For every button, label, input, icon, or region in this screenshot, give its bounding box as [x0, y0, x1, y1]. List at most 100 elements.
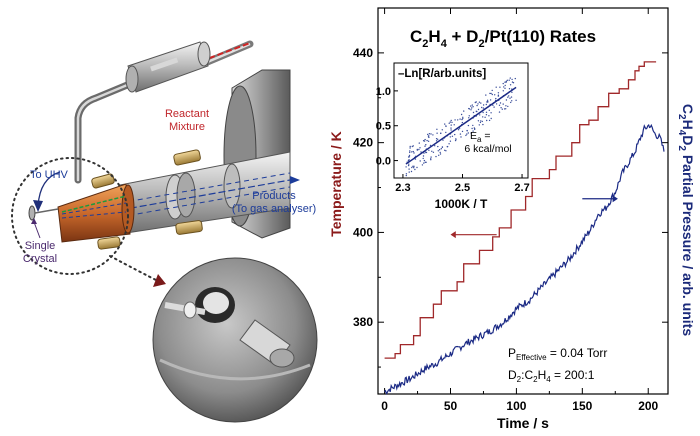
inset-scatter-point: [463, 110, 465, 112]
products-label: Products (To gas analyser): [231, 190, 317, 215]
y-tick-label: 420: [353, 136, 373, 150]
magnify-arrow: [109, 255, 166, 287]
inset-scatter-point: [437, 138, 439, 140]
inset-scatter-point: [454, 139, 457, 142]
inset-scatter-point: [445, 125, 447, 127]
annotation-pressure-part: Effective: [516, 353, 547, 362]
inset-scatter-point: [435, 155, 437, 158]
inset-scatter-point: [409, 147, 411, 149]
inset-scatter-point: [454, 133, 456, 136]
inset-scatter-point: [488, 109, 490, 112]
brass-clamps: [91, 149, 203, 250]
inset-scatter-point: [423, 140, 426, 142]
inset-scatter-point: [472, 106, 474, 108]
reactant-label: Reactant Mixture: [164, 108, 210, 133]
inset-scatter-point: [436, 132, 438, 134]
inset-scatter-point: [416, 166, 418, 169]
inset-scatter-point: [471, 127, 473, 130]
inset-x-tick-label: 2.3: [395, 182, 410, 194]
inset-scatter-point: [450, 119, 452, 122]
inset-scatter-point: [470, 132, 472, 134]
inset-scatter-point: [510, 96, 513, 98]
inset-y-tick-label: 0.0: [376, 156, 391, 168]
inset-scatter-point: [504, 87, 506, 90]
chart-title: C2H4 + D2/Pt(110) Rates: [410, 27, 596, 50]
inset-scatter-point: [450, 127, 452, 129]
inset-scatter-point: [498, 104, 501, 107]
inset-scatter-point: [466, 133, 468, 135]
inset-scatter-point: [509, 97, 511, 99]
pressure-arrowhead: [612, 195, 618, 203]
inset-scatter-point: [432, 151, 435, 153]
inset-scatter-point: [435, 138, 438, 140]
inset-scatter-point: [505, 81, 507, 83]
inset-scatter-point: [449, 140, 452, 142]
inset-scatter-point: [408, 163, 410, 165]
y-tick-label: 380: [353, 315, 373, 329]
inset-scatter-point: [490, 92, 492, 95]
inset-scatter-point: [477, 108, 480, 111]
uhv-arrow: [33, 171, 61, 212]
inset-scatter-point: [474, 128, 476, 131]
inset-fit-line: [405, 86, 517, 165]
inset-scatter-point: [423, 162, 425, 164]
inset-scatter-point: [492, 104, 494, 107]
inset-scatter-point: [410, 170, 413, 173]
inset-scatter-point: [409, 150, 411, 152]
inset-scatter-point: [511, 100, 513, 102]
inset-activation-energy-label: Ea =: [470, 130, 491, 144]
inset-scatter-point: [461, 121, 464, 124]
inset-scatter-point: [511, 91, 513, 94]
inset-y-tick-label: 1.0: [376, 86, 391, 98]
inset-scatter-point: [423, 152, 425, 154]
inset-scatter-point: [446, 146, 448, 148]
inset-scatter-point: [511, 81, 514, 83]
chart-title-part: 2: [422, 38, 428, 50]
inset-scatter-point: [405, 166, 407, 168]
inset-scatter-point: [494, 94, 496, 96]
annotation-pressure-part: = 0.04 Torr: [547, 346, 608, 360]
inset-scatter-point: [515, 99, 517, 102]
inset-scatter-point: [405, 173, 408, 175]
inset-scatter-point: [422, 157, 424, 160]
inset-scatter-point: [411, 145, 413, 148]
inset-scatter-point: [436, 128, 438, 130]
annotation-ratio-part: 2: [533, 375, 538, 384]
inset-scatter-point: [499, 102, 502, 104]
inset-scatter-point: [421, 164, 424, 166]
inset-scatter-point: [459, 118, 461, 120]
inset-scatter-point: [489, 92, 491, 95]
inset-scatter-point: [490, 112, 492, 114]
inset-scatter-point: [486, 119, 488, 122]
inset-scatter-point: [462, 116, 464, 119]
inset-scatter-point: [429, 144, 432, 147]
inset-scatter-point: [450, 129, 452, 131]
inset-scatter-point: [451, 135, 454, 137]
inset-scatter-point: [414, 168, 416, 171]
inset-scatter-point: [448, 143, 450, 145]
x-axis-label: Time / s: [497, 415, 549, 431]
inset-scatter-point: [500, 107, 502, 109]
inset-scatter-point: [505, 105, 507, 107]
chart-title-part: /Pt(110) Rates: [485, 27, 597, 46]
inset-scatter-point: [440, 132, 442, 135]
inset-scatter-point: [495, 97, 497, 100]
inset-scatter-point: [424, 145, 426, 147]
inset-scatter-point: [505, 108, 507, 110]
inset-scatter-point: [495, 86, 497, 88]
inset-scatter-point: [408, 154, 411, 157]
crystal-region-circle: [11, 157, 129, 275]
chart-title-part: 4: [441, 38, 448, 50]
inset-scatter-point: [425, 161, 427, 163]
inset-scatter-point: [409, 151, 411, 154]
inset-scatter-point: [430, 133, 432, 135]
inset-scatter-point: [425, 144, 427, 146]
inset-scatter-point: [411, 166, 413, 169]
chart-title-part: + D: [447, 27, 479, 46]
inset-scatter-point: [471, 104, 473, 106]
inset-scatter-point: [485, 114, 488, 116]
inset-scatter-point: [482, 116, 484, 118]
inset-scatter-point: [485, 111, 488, 114]
inset-scatter-point: [453, 124, 455, 126]
inset-scatter-point: [479, 114, 481, 116]
